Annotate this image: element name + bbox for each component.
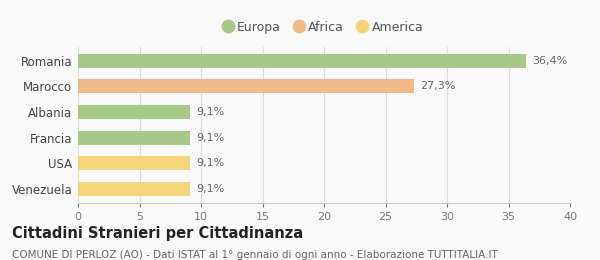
Text: 36,4%: 36,4% [532,56,567,66]
Bar [78,156,190,170]
Text: COMUNE DI PERLOZ (AO) - Dati ISTAT al 1° gennaio di ogni anno - Elaborazione TUT: COMUNE DI PERLOZ (AO) - Dati ISTAT al 1°… [12,250,498,259]
Text: Cittadini Stranieri per Cittadinanza: Cittadini Stranieri per Cittadinanza [12,226,303,241]
Text: 9,1%: 9,1% [196,158,224,168]
Bar [78,131,190,145]
Bar [78,182,190,196]
Legend: Europa, Africa, America: Europa, Africa, America [221,17,427,37]
Text: 27,3%: 27,3% [420,81,455,92]
Bar [78,54,526,68]
Text: 9,1%: 9,1% [196,133,224,142]
Bar [78,80,414,94]
Bar [78,105,190,119]
Text: 9,1%: 9,1% [196,107,224,117]
Text: 9,1%: 9,1% [196,184,224,194]
